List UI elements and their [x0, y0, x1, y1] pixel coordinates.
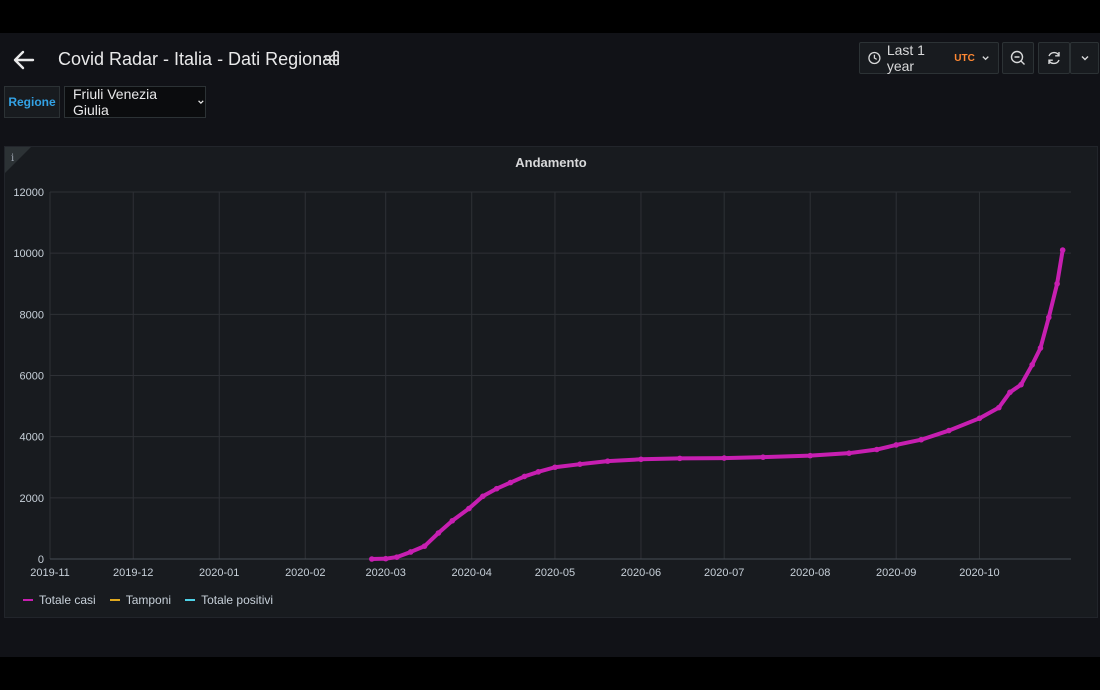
share-button[interactable]: [324, 50, 342, 68]
data-point: [577, 461, 583, 467]
data-point: [918, 436, 924, 443]
data-point: [846, 450, 852, 456]
data-point: [421, 543, 428, 549]
x-tick-label: 2020-09: [876, 567, 916, 579]
data-point: [382, 555, 389, 562]
y-tick-label: 10000: [13, 248, 44, 260]
refresh-icon: [1048, 51, 1060, 65]
x-tick-label: 2020-01: [199, 567, 239, 579]
data-point: [677, 455, 683, 462]
legend-item-tamponi[interactable]: Tamponi: [109, 593, 172, 607]
legend-item-totale-casi[interactable]: Totale casi: [23, 593, 96, 607]
data-point: [893, 442, 900, 448]
data-point: [1029, 361, 1035, 368]
x-tick-label: 2020-02: [285, 567, 325, 579]
legend-swatch: [109, 599, 120, 601]
data-point: [946, 427, 952, 434]
data-point: [407, 549, 414, 555]
x-tick-label: 2020-05: [535, 567, 575, 579]
y-tick-label: 2000: [20, 493, 44, 505]
x-tick-label: 2019-11: [30, 567, 70, 579]
x-tick-label: 2020-07: [704, 567, 744, 579]
zoom-out-icon: [1010, 50, 1025, 65]
data-point: [1018, 381, 1024, 388]
data-point: [1037, 345, 1044, 351]
variable-label: Regione: [4, 86, 60, 118]
chevron-down-icon: [198, 100, 204, 105]
data-point: [521, 473, 528, 480]
time-range-picker[interactable]: Last 1 year UTC: [859, 42, 999, 74]
line-chart: 0 2000 4000 6000 8000 10000 12000 2019-11 2019-1…: [13, 187, 1071, 579]
data-point: [535, 469, 542, 475]
data-point: [976, 415, 983, 422]
x-tick-label: 2020-06: [621, 567, 661, 579]
y-tick-label: 8000: [20, 309, 44, 321]
data-point: [996, 404, 1002, 411]
info-icon: i: [11, 153, 15, 164]
time-range-label: Last 1 year: [886, 42, 925, 74]
panel-info-corner[interactable]: [5, 147, 31, 173]
x-tick-label: 2019-12: [113, 567, 153, 579]
data-point: [721, 455, 727, 461]
graph-panel: i Andamento 0 2000 4000 6000 8000 10000 12000 2…: [4, 146, 1098, 618]
data-point: [1046, 314, 1052, 321]
data-point: [449, 517, 456, 524]
data-point: [1007, 389, 1013, 396]
chevron-down-icon: [1081, 56, 1088, 61]
legend-label: Totale positivi: [201, 593, 274, 607]
chart-legend: Totale casi Tamponi Totale positivi: [23, 593, 273, 607]
data-point: [435, 530, 442, 536]
zoom-out-button[interactable]: [1002, 42, 1034, 74]
share-icon: [325, 50, 339, 66]
back-button[interactable]: [10, 46, 38, 74]
x-tick-label: 2020-03: [366, 567, 406, 579]
y-tick-label: 12000: [13, 187, 44, 199]
panel-title[interactable]: Andamento: [515, 155, 587, 170]
y-tick-label: 6000: [20, 371, 44, 383]
arrow-left-icon: [13, 50, 35, 70]
data-point: [466, 505, 472, 512]
clock-icon: [868, 51, 881, 65]
legend-label: Tamponi: [125, 593, 172, 607]
y-tick-label: 4000: [20, 432, 44, 444]
data-point: [873, 446, 880, 453]
legend-label: Totale casi: [39, 593, 96, 607]
data-point: [394, 554, 400, 560]
dashboard: Covid Radar - Italia - Dati Regionali La…: [0, 33, 1100, 657]
series-line: [369, 248, 1065, 561]
legend-swatch: [185, 599, 196, 601]
data-point: [369, 556, 375, 562]
timezone-badge: UTC: [954, 52, 975, 64]
refresh-button[interactable]: [1038, 42, 1070, 74]
chevron-down-icon: [982, 56, 989, 61]
data-point: [1059, 247, 1066, 253]
data-point: [552, 464, 558, 471]
data-point: [760, 454, 766, 460]
data-point: [807, 452, 814, 459]
refresh-interval-dropdown[interactable]: [1070, 42, 1099, 74]
data-point: [638, 456, 644, 463]
x-tick-label: 2020-04: [452, 567, 492, 579]
x-tick-label: 2020-10: [959, 567, 999, 579]
y-tick-label: 0: [38, 554, 44, 566]
x-tick-label: 2020-08: [790, 567, 830, 579]
legend-swatch: [23, 599, 33, 601]
data-point: [493, 485, 500, 492]
data-point: [507, 479, 514, 486]
region-select[interactable]: Friuli Venezia Giulia: [64, 86, 206, 118]
data-point: [604, 458, 611, 464]
data-point: [1054, 280, 1060, 287]
region-select-value: Friuli Venezia Giulia: [73, 86, 158, 118]
data-point: [480, 493, 486, 500]
page-title[interactable]: Covid Radar - Italia - Dati Regionali: [58, 49, 341, 69]
legend-item-totale-positivi[interactable]: Totale positivi: [185, 593, 273, 607]
